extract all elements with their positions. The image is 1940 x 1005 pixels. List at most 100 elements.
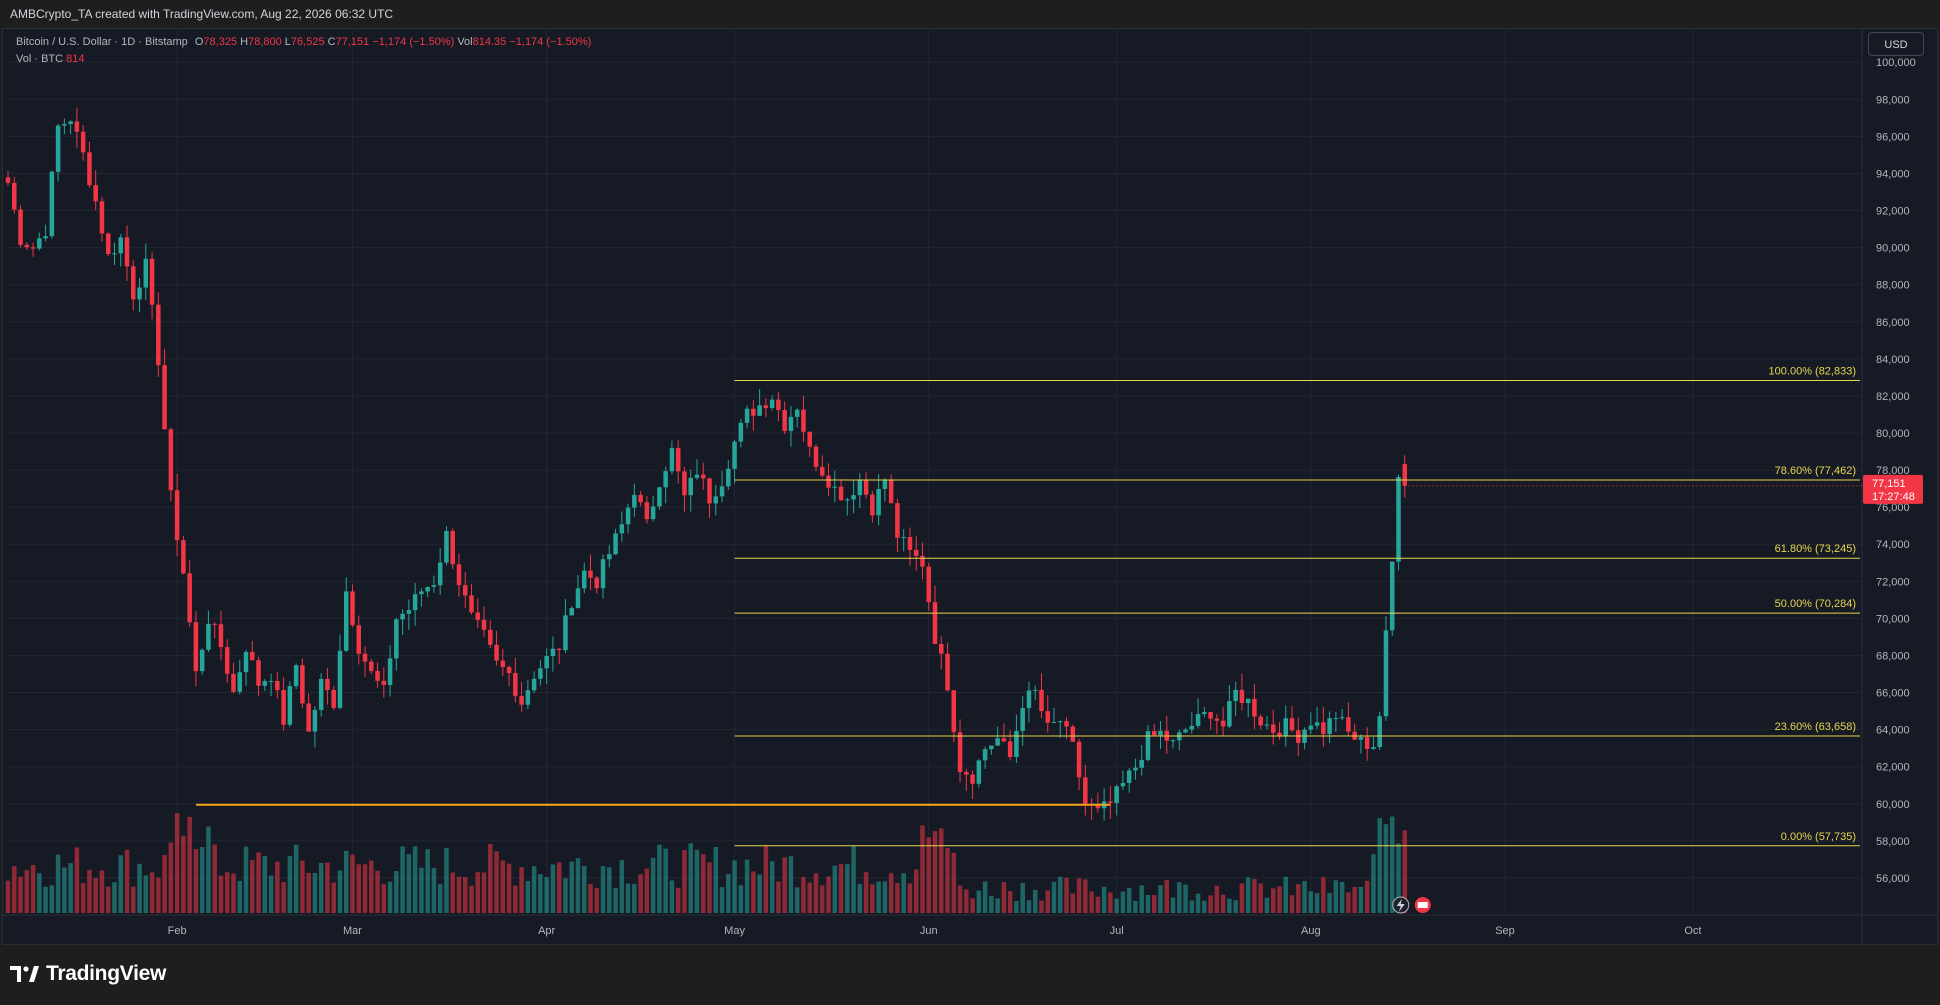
- volume-bar: [920, 825, 925, 913]
- candle-body: [1151, 731, 1157, 736]
- candle-body: [913, 549, 919, 556]
- candle-body: [212, 623, 217, 625]
- y-tick-label: 96,000: [1876, 131, 1910, 143]
- open-label: O: [194, 36, 204, 48]
- volume-bar: [93, 877, 98, 913]
- y-tick-label: 56,000: [1876, 873, 1910, 885]
- volume-bar: [763, 845, 769, 913]
- candle-body: [262, 681, 268, 686]
- candle-body: [256, 660, 261, 686]
- volume-bar: [99, 870, 105, 913]
- volume-bar: [757, 874, 762, 913]
- vol-line-label[interactable]: Vol · BTC: [16, 53, 64, 65]
- volume-bar: [1058, 876, 1063, 913]
- symbol-name[interactable]: Bitcoin / U.S. Dollar · 1D · Bitstamp: [16, 36, 188, 48]
- candle-body: [343, 591, 349, 651]
- volume-bar: [638, 874, 643, 913]
- y-tick-label: 82,000: [1876, 391, 1910, 403]
- candle-body: [168, 429, 174, 491]
- volume-bar: [964, 889, 969, 913]
- high-label: H: [240, 36, 249, 48]
- volume-bar: [431, 868, 437, 913]
- volume-bar: [1108, 892, 1113, 913]
- volume-bar: [231, 873, 236, 913]
- chart-legend: Bitcoin / U.S. Dollar · 1D · Bitstamp O7…: [16, 34, 591, 68]
- volume-bar: [262, 856, 268, 913]
- volume-bar: [450, 872, 455, 913]
- candle-body: [475, 612, 481, 620]
- volume-bar: [1377, 818, 1382, 913]
- candle-body: [594, 577, 600, 589]
- candle-body: [901, 537, 906, 539]
- volume-bar: [168, 842, 174, 913]
- candle-body: [387, 658, 393, 685]
- candle-body: [481, 619, 487, 630]
- candle-body: [876, 488, 881, 516]
- volume-bar: [1101, 886, 1107, 913]
- volume-bar: [12, 866, 17, 913]
- candle-body: [488, 629, 493, 645]
- candle-body: [506, 667, 512, 674]
- volume-bar: [1039, 900, 1044, 913]
- chart-frame[interactable]: [2, 28, 1938, 945]
- open-value: 78,325: [203, 36, 238, 48]
- volume-bar: [807, 882, 812, 913]
- volume-bar: [945, 847, 950, 913]
- y-tick-label: 80,000: [1876, 428, 1910, 440]
- volume-bar: [932, 831, 938, 913]
- volume-bar: [137, 863, 142, 913]
- candle-body: [607, 554, 612, 560]
- candle-body: [181, 540, 186, 574]
- candle-body: [62, 123, 67, 126]
- volume-bar: [343, 850, 349, 913]
- volume-bar: [951, 852, 957, 913]
- candle-body: [1158, 730, 1163, 736]
- volume-bar: [970, 898, 975, 913]
- candle-body: [18, 209, 23, 245]
- currency-button[interactable]: USD: [1868, 32, 1924, 56]
- candle-body: [469, 595, 474, 613]
- volume-bar: [619, 860, 625, 913]
- candle-body: [1145, 731, 1151, 760]
- tradingview-logo[interactable]: TradingView: [10, 962, 166, 986]
- candle-body: [1389, 561, 1395, 631]
- volume-bar: [1195, 893, 1201, 913]
- candle-body: [193, 622, 199, 672]
- candle-body: [964, 771, 969, 775]
- volume-bar: [726, 874, 731, 913]
- candle-body: [281, 690, 286, 725]
- candle-body: [419, 591, 424, 595]
- volume-bar: [845, 864, 850, 913]
- candle-body: [1339, 717, 1345, 719]
- candle-body: [55, 125, 61, 172]
- candle-body: [356, 625, 362, 654]
- volume-bar: [181, 835, 186, 913]
- volume-bar: [1189, 900, 1195, 913]
- volume-bar: [1202, 900, 1207, 913]
- volume-bar: [801, 876, 806, 913]
- candle-body: [1001, 738, 1007, 742]
- candle-body: [863, 479, 869, 495]
- volume-bar: [675, 887, 681, 913]
- candle-body: [1358, 737, 1364, 740]
- candle-body: [137, 287, 142, 300]
- candle-body: [513, 673, 518, 696]
- candle-body: [920, 555, 925, 567]
- volume-bar: [475, 872, 481, 913]
- vol-line-value: 814: [66, 53, 85, 65]
- volume-bar: [1064, 877, 1069, 913]
- volume-bar: [870, 884, 875, 913]
- candle-body: [1364, 737, 1370, 749]
- fib-level-label: 0.00% (57,735): [1781, 831, 1856, 843]
- candle-body: [218, 624, 224, 648]
- volume-bar: [494, 851, 499, 913]
- volume-bar: [995, 898, 1000, 913]
- y-tick-label: 76,000: [1876, 502, 1910, 514]
- volume-bar: [80, 883, 86, 913]
- top-bar: AMBCrypto_TA created with TradingView.co…: [0, 0, 1940, 28]
- volume-bar: [600, 866, 606, 913]
- candle-body: [845, 499, 850, 501]
- volume-bar: [694, 849, 700, 913]
- volume-bar: [1283, 876, 1289, 913]
